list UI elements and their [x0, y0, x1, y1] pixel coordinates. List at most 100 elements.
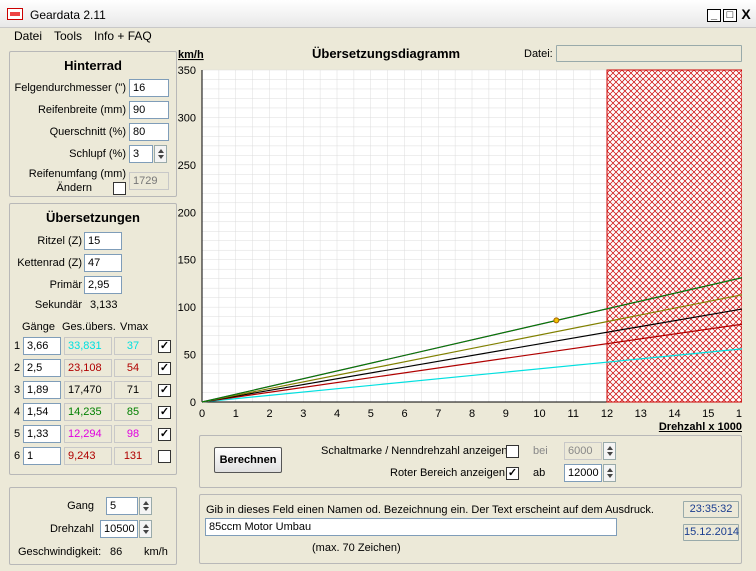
gear-number: 3	[14, 384, 21, 396]
gear-row: 4 1,54 14,235 85 ✓	[10, 403, 176, 423]
y-tick-label: 150	[178, 255, 196, 267]
y-tick-label: 200	[178, 207, 196, 219]
note-max: (max. 70 Zeichen)	[312, 542, 401, 554]
gear-visible-checkbox[interactable]: ✓	[158, 384, 171, 397]
uebersetzungen-group: Übersetzungen Ritzel (Z) 15 Kettenrad (Z…	[9, 203, 177, 475]
gear-vmax-value: 98	[114, 425, 152, 443]
reifenbreite-input[interactable]: 90	[129, 101, 169, 119]
gear-row: 6 1 9,243 131	[10, 447, 176, 467]
gear-visible-checkbox[interactable]: ✓	[158, 406, 171, 419]
date-display: 15.12.2014	[683, 524, 739, 541]
close-button[interactable]: X	[741, 6, 751, 22]
gear-number: 6	[14, 450, 21, 462]
gear-ratio-input[interactable]: 1,54	[23, 403, 61, 421]
gear-visible-checkbox[interactable]: ✓	[158, 362, 171, 375]
gear-row: 1 3,66 33,831 37 ✓	[10, 337, 176, 357]
gear-vmax-value: 85	[114, 403, 152, 421]
gear-vmax-value: 54	[114, 359, 152, 377]
kettenrad-input[interactable]: 47	[84, 254, 122, 272]
geschw-value: 86	[110, 546, 123, 558]
schlupf-input[interactable]: 3	[129, 145, 153, 163]
gear-number: 5	[14, 428, 21, 440]
gear-line	[201, 348, 742, 403]
gear-ratio-input[interactable]: 1,33	[23, 425, 61, 443]
speed-marker	[553, 317, 560, 324]
drehzahl-label: Drehzahl	[49, 523, 94, 535]
gear-visible-checkbox[interactable]	[158, 450, 171, 463]
y-tick-label: 100	[178, 302, 196, 314]
hinterrad-group: Hinterrad Felgendurchmesser (") 16 Reife…	[9, 51, 177, 197]
querschnitt-input[interactable]: 80	[129, 123, 169, 141]
gear-number: 4	[14, 406, 21, 418]
hinterrad-title: Hinterrad	[64, 58, 122, 73]
col-vmax: Vmax	[120, 321, 149, 333]
y-tick-label: 300	[178, 112, 196, 124]
maximize-button[interactable]: □	[723, 9, 737, 22]
gear-number: 2	[14, 362, 21, 374]
umfang-label: Reifenumfang (mm)	[28, 168, 126, 180]
gang-input[interactable]: 5	[106, 497, 138, 515]
bei-input[interactable]: 6000	[564, 442, 602, 460]
primaer-label: Primär	[49, 279, 82, 291]
x-tick-label: 2	[266, 408, 272, 420]
drehzahl-spinner[interactable]	[139, 520, 152, 538]
datei-field	[556, 45, 742, 62]
ritzel-input[interactable]: 15	[84, 232, 122, 250]
geschw-unit: km/h	[144, 546, 168, 558]
roter-checkbox[interactable]: ✓	[506, 467, 519, 480]
roter-label: Roter Bereich anzeigen	[390, 467, 505, 479]
menu-tools[interactable]: Tools	[54, 29, 83, 43]
felgen-input[interactable]: 16	[129, 79, 169, 97]
gang-spinner[interactable]	[139, 497, 152, 515]
aendern-checkbox[interactable]	[113, 182, 126, 195]
drehzahl-input[interactable]: 10500	[100, 520, 138, 538]
menu-info-faq[interactable]: Info + FAQ	[94, 29, 152, 43]
gang-label: Gang	[67, 500, 94, 512]
ab-spinner[interactable]	[603, 464, 616, 482]
gear-ratio-input[interactable]: 1,89	[23, 381, 61, 399]
bei-spinner[interactable]	[603, 442, 616, 460]
gear-visible-checkbox[interactable]: ✓	[158, 340, 171, 353]
x-tick-label: 16	[736, 408, 742, 420]
title-bar: Geardata 2.11 _ □ X	[0, 0, 756, 28]
x-tick-label: 3	[300, 408, 306, 420]
gear-total-value: 12,294	[64, 425, 112, 443]
berechnen-button[interactable]: Berechnen	[214, 447, 282, 473]
minimize-button[interactable]: _	[707, 9, 721, 22]
note-hint: Gib in dieses Feld einen Namen od. Bezei…	[206, 504, 654, 516]
note-input[interactable]: 85ccm Motor Umbau	[205, 518, 617, 536]
querschnitt-label: Querschnitt (%)	[49, 126, 126, 138]
vertical-scrollbar[interactable]	[743, 46, 756, 571]
x-tick-label: 5	[368, 408, 374, 420]
time-display: 23:35:32	[683, 501, 739, 518]
schaltmarke-label: Schaltmarke / Nenndrehzahl anzeigen	[321, 445, 508, 457]
col-gaenge: Gänge	[22, 321, 56, 333]
y-tick-label: 50	[184, 350, 196, 362]
gear-total-value: 17,470	[64, 381, 112, 399]
schlupf-spinner[interactable]	[154, 145, 167, 163]
x-tick-label: 10	[533, 408, 545, 420]
y-tick-label: 250	[178, 160, 196, 172]
ab-input[interactable]: 12000	[564, 464, 602, 482]
menu-datei[interactable]: Datei	[14, 29, 43, 43]
x-tick-label: 7	[435, 408, 441, 420]
x-tick-label: 15	[702, 408, 714, 420]
schaltmarke-checkbox[interactable]	[506, 445, 519, 458]
primaer-input[interactable]: 2,95	[84, 276, 122, 294]
geschw-label: Geschwindigkeit:	[18, 546, 102, 558]
gear-ratio-input[interactable]: 1	[23, 447, 61, 465]
x-tick-label: 4	[334, 408, 340, 420]
gear-ratio-input[interactable]: 3,66	[23, 337, 61, 355]
app-icon	[7, 8, 23, 20]
gear-row: 5 1,33 12,294 98 ✓	[10, 425, 176, 445]
datei-label: Datei:	[524, 48, 553, 60]
red-zone	[606, 69, 742, 403]
x-tick-label: 1	[233, 408, 239, 420]
gear-ratio-input[interactable]: 2,5	[23, 359, 61, 377]
gear-visible-checkbox[interactable]: ✓	[158, 428, 171, 441]
gear-number: 1	[14, 340, 21, 352]
sekundaer-value: 3,133	[90, 299, 118, 311]
schlupf-label: Schlupf (%)	[69, 148, 126, 160]
col-gesuebers: Ges.übers.	[62, 321, 116, 333]
gear-line	[201, 294, 742, 403]
